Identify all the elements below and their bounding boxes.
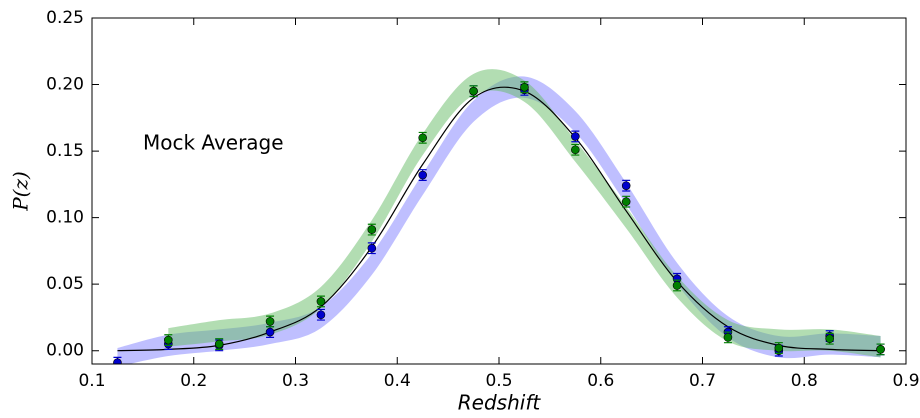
x-axis-label: Redshift	[458, 391, 542, 415]
x-tick-label: 0.8	[791, 371, 818, 391]
data-point	[418, 170, 427, 180]
x-tick-label: 0.5	[485, 371, 512, 391]
data-point	[621, 181, 631, 190]
data-point	[214, 339, 224, 349]
data-point	[113, 358, 122, 364]
data-point	[316, 310, 326, 320]
data-point	[774, 343, 784, 353]
data-point	[825, 334, 834, 344]
data-point	[672, 281, 682, 290]
annotation: Mock Average	[143, 131, 284, 155]
data-point	[520, 82, 529, 92]
uncertainty-band	[168, 69, 881, 358]
y-tick-label: 0.20	[46, 75, 84, 95]
data-point	[723, 333, 733, 342]
y-axis-label: P(z)	[9, 171, 33, 212]
data-point	[469, 86, 478, 96]
x-tick-label: 0.4	[384, 371, 411, 391]
data-point	[367, 243, 377, 253]
data-point	[571, 132, 580, 141]
data-point	[367, 225, 377, 234]
data-point	[418, 133, 427, 143]
x-tick-label: 0.3	[282, 371, 309, 391]
y-tick-label: 0.10	[46, 208, 84, 228]
y-tick-label: 0.15	[46, 141, 84, 161]
model-curve	[117, 86, 881, 352]
data-point	[316, 297, 326, 306]
x-tick-label: 0.9	[892, 371, 919, 391]
data-point	[265, 317, 275, 326]
data-point	[876, 345, 885, 354]
y-tick-label: 0.05	[46, 274, 84, 294]
x-tick-label: 0.6	[587, 371, 614, 391]
data-point	[265, 327, 275, 337]
x-tick-label: 0.7	[689, 371, 716, 391]
x-tick-label: 0.1	[78, 371, 105, 391]
data-point	[164, 335, 173, 345]
y-tick-label: 0.00	[46, 341, 84, 361]
data-point	[571, 145, 580, 155]
plot-area	[113, 69, 885, 364]
data-point	[621, 197, 631, 206]
y-tick-label: 0.25	[46, 8, 84, 28]
x-tick-label: 0.2	[180, 371, 207, 391]
